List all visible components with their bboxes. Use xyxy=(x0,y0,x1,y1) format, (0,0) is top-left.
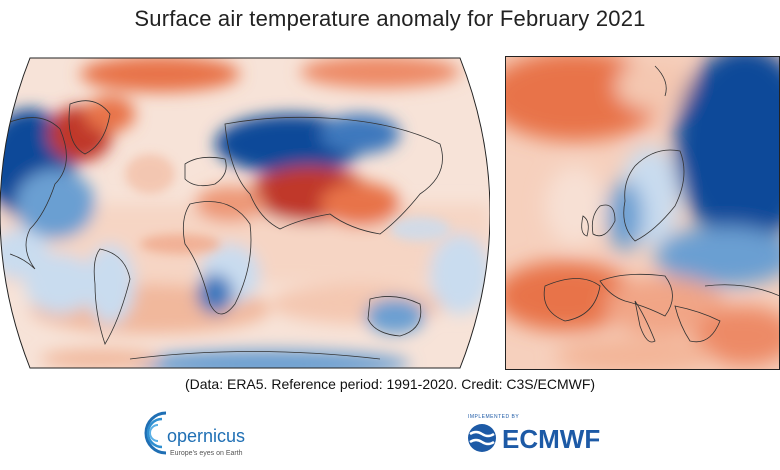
copernicus-logo: opernicus Europe's eyes on Earth xyxy=(144,411,245,457)
world-field xyxy=(0,58,490,368)
world-map-border xyxy=(0,57,490,369)
europe-coastlines xyxy=(543,65,780,343)
data-credit-caption: (Data: ERA5. Reference period: 1991-2020… xyxy=(184,376,596,392)
europe-field xyxy=(505,56,780,370)
europe-anomaly-map xyxy=(505,56,780,370)
copernicus-swirl-icon xyxy=(144,411,167,455)
copernicus-wordmark: opernicus xyxy=(167,426,245,446)
copernicus-tagline: Europe's eyes on Earth xyxy=(170,450,243,457)
coastlines xyxy=(4,100,443,360)
ecmwf-logo: IMPLEMENTED BY ECMWF xyxy=(468,414,600,454)
maps-area xyxy=(0,52,780,372)
map-title: Surface air temperature anomaly for Febr… xyxy=(134,6,646,31)
ecmwf-wordmark: ECMWF xyxy=(502,424,600,454)
ecmwf-waves-icon xyxy=(468,424,496,452)
ecmwf-implemented-by: IMPLEMENTED BY xyxy=(468,414,519,420)
world-anomaly-map xyxy=(0,57,490,369)
